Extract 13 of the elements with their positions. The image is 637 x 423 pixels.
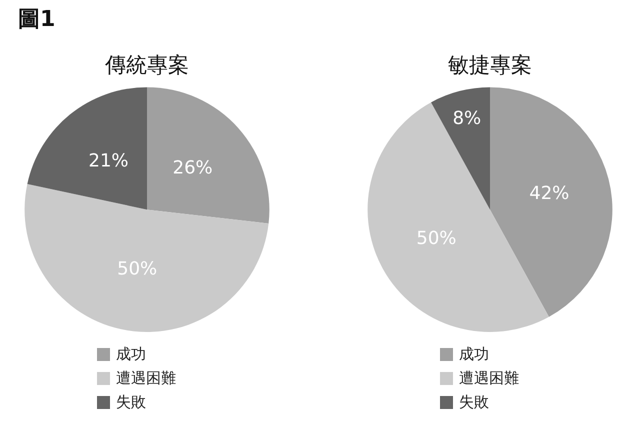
legend-label: 成功: [459, 344, 489, 364]
data-label: 21%: [88, 150, 129, 172]
legend-label: 遭遇困難: [116, 368, 176, 388]
data-label: 8%: [452, 108, 482, 130]
chart-title: 敏捷專案: [448, 53, 532, 78]
legend-label: 失敗: [459, 392, 489, 412]
caption: 圖1: [18, 6, 56, 34]
data-label: 26%: [172, 158, 213, 179]
legend-label: 成功: [116, 344, 146, 364]
chart-title: 傳統專案: [104, 53, 189, 78]
data-label: 42%: [529, 183, 570, 204]
legend-label: 遭遇困難: [459, 368, 519, 388]
legend-label: 失敗: [116, 392, 146, 412]
